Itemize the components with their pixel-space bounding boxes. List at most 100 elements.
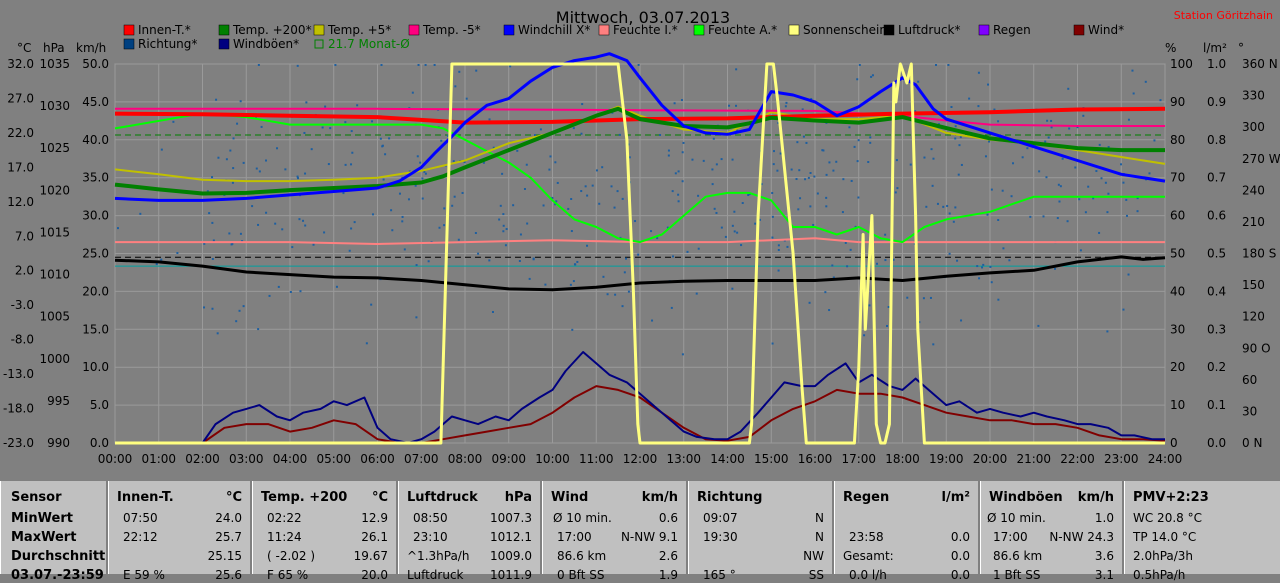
- legend-label: Temp. +200*: [232, 23, 312, 37]
- wind-avg-day: 2.6: [658, 549, 678, 563]
- x-tick-label: 20:00: [973, 452, 1008, 466]
- direction-point: [298, 218, 301, 221]
- direction-point: [697, 247, 700, 250]
- innen-max-value: 25.7: [215, 530, 242, 544]
- direction-point: [809, 205, 812, 208]
- percent-tick-label: 0: [1170, 436, 1178, 450]
- temp-tick-label: 22.0: [7, 126, 34, 140]
- wind-avg-label: Ø 10 min.: [553, 511, 612, 525]
- direction-point: [848, 126, 851, 129]
- x-tick-label: 13:00: [666, 452, 701, 466]
- windboeen-max-value: N-NW 24.3: [1049, 530, 1114, 544]
- direction-point: [614, 293, 617, 296]
- direction-point: [711, 168, 714, 171]
- direction-point: [772, 163, 775, 166]
- direction-point: [451, 204, 454, 207]
- direction-point: [777, 121, 780, 124]
- direction-point: [160, 148, 163, 151]
- direction-point: [968, 97, 971, 100]
- direction-point: [771, 215, 774, 218]
- direction-point: [350, 227, 353, 230]
- direction-point: [666, 226, 669, 229]
- rain-tick-label: 0.8: [1207, 133, 1226, 147]
- direction-point: [570, 230, 573, 233]
- direction-point: [1029, 215, 1032, 218]
- direction-point: [777, 244, 780, 247]
- wind-tick-label: 20.0: [82, 284, 109, 298]
- direction-point: [424, 172, 427, 175]
- regen-rate: 0.0 l/h: [849, 568, 887, 582]
- wind-current-bft: 0 Bft SS: [557, 568, 605, 582]
- direction-point: [1061, 157, 1064, 160]
- x-tick-label: 16:00: [798, 452, 833, 466]
- x-tick-label: 07:00: [404, 452, 439, 466]
- direction-point: [304, 224, 307, 227]
- direction-point: [896, 187, 899, 190]
- luftdruck-min-time: 08:50: [413, 511, 448, 525]
- temp-tick-label: -3.0: [11, 298, 34, 312]
- direction-point: [922, 297, 925, 300]
- direction-point: [1107, 146, 1110, 149]
- rain-tick-label: 0.4: [1207, 284, 1226, 298]
- direction-point: [785, 101, 788, 104]
- direction-point: [242, 305, 245, 308]
- direction-point: [217, 156, 220, 159]
- windboeen-avg-value: 1.0: [1094, 511, 1114, 525]
- direction-point: [384, 153, 387, 156]
- direction-point: [532, 257, 535, 260]
- direction-point: [681, 180, 684, 183]
- direction-point: [208, 212, 211, 215]
- percent-tick-label: 30: [1170, 322, 1185, 336]
- direction-point: [551, 196, 554, 199]
- legend-label: Temp. +5*: [327, 23, 391, 37]
- direction-point: [1045, 176, 1048, 179]
- windboeen-current-value: 3.1: [1094, 568, 1114, 582]
- direction-point: [813, 175, 816, 178]
- direction-point: [948, 212, 951, 215]
- direction-point: [1136, 197, 1139, 200]
- direction-point: [371, 213, 374, 216]
- direction-point: [1084, 211, 1087, 214]
- direction-point: [491, 310, 494, 313]
- direction-point: [574, 263, 577, 266]
- direction-point: [959, 136, 962, 139]
- luftdruck-trend: ^1.3hPa/h: [407, 549, 470, 563]
- legend-swatch: [978, 24, 990, 36]
- legend-label: Windchill X*: [518, 23, 590, 37]
- direction-point: [1044, 140, 1047, 143]
- direction-point: [885, 324, 888, 327]
- wind-box: Wind km/h Ø 10 min. 0.6 17:00 N-NW 9.1 8…: [542, 481, 688, 582]
- direction-point: [892, 258, 895, 261]
- direction-point: [989, 265, 992, 268]
- direction-point: [954, 125, 957, 128]
- direction-point: [808, 301, 811, 304]
- direction-point: [576, 260, 579, 263]
- percent-tick-label: 90: [1170, 95, 1185, 109]
- axis-unit-dir: °: [1238, 41, 1244, 55]
- wind-tick-label: 10.0: [82, 360, 109, 374]
- direction-point: [997, 218, 1000, 221]
- direction-point: [1074, 166, 1077, 169]
- wind-tick-label: 50.0: [82, 57, 109, 71]
- direction-point: [932, 343, 935, 346]
- row-label-avg: Durchschnitt: [11, 549, 106, 564]
- direction-point: [1082, 114, 1085, 117]
- direction-point: [1087, 185, 1090, 188]
- windboeen-box: Windböen km/h Ø 10 min. 1.0 17:00 N-NW 2…: [980, 481, 1124, 582]
- direction-point: [1002, 247, 1005, 250]
- direction-point: [312, 243, 315, 246]
- direction-point: [682, 141, 685, 144]
- direction-point: [453, 195, 456, 198]
- direction-point: [388, 137, 391, 140]
- percent-tick-label: 60: [1170, 209, 1185, 223]
- dir-tick-label: 240: [1242, 183, 1265, 197]
- series-line-temp-200: [114, 106, 1165, 196]
- direction-point: [239, 232, 242, 235]
- direction-point: [1106, 330, 1109, 333]
- richtung-max-time: 19:30: [703, 530, 738, 544]
- direction-point: [1021, 156, 1024, 159]
- direction-point: [887, 305, 890, 308]
- direction-point: [258, 170, 261, 173]
- temp200-box: Temp. +200 °C 02:22 12.9 11:24 26.1 ( -2…: [252, 481, 398, 582]
- direction-point: [502, 230, 505, 233]
